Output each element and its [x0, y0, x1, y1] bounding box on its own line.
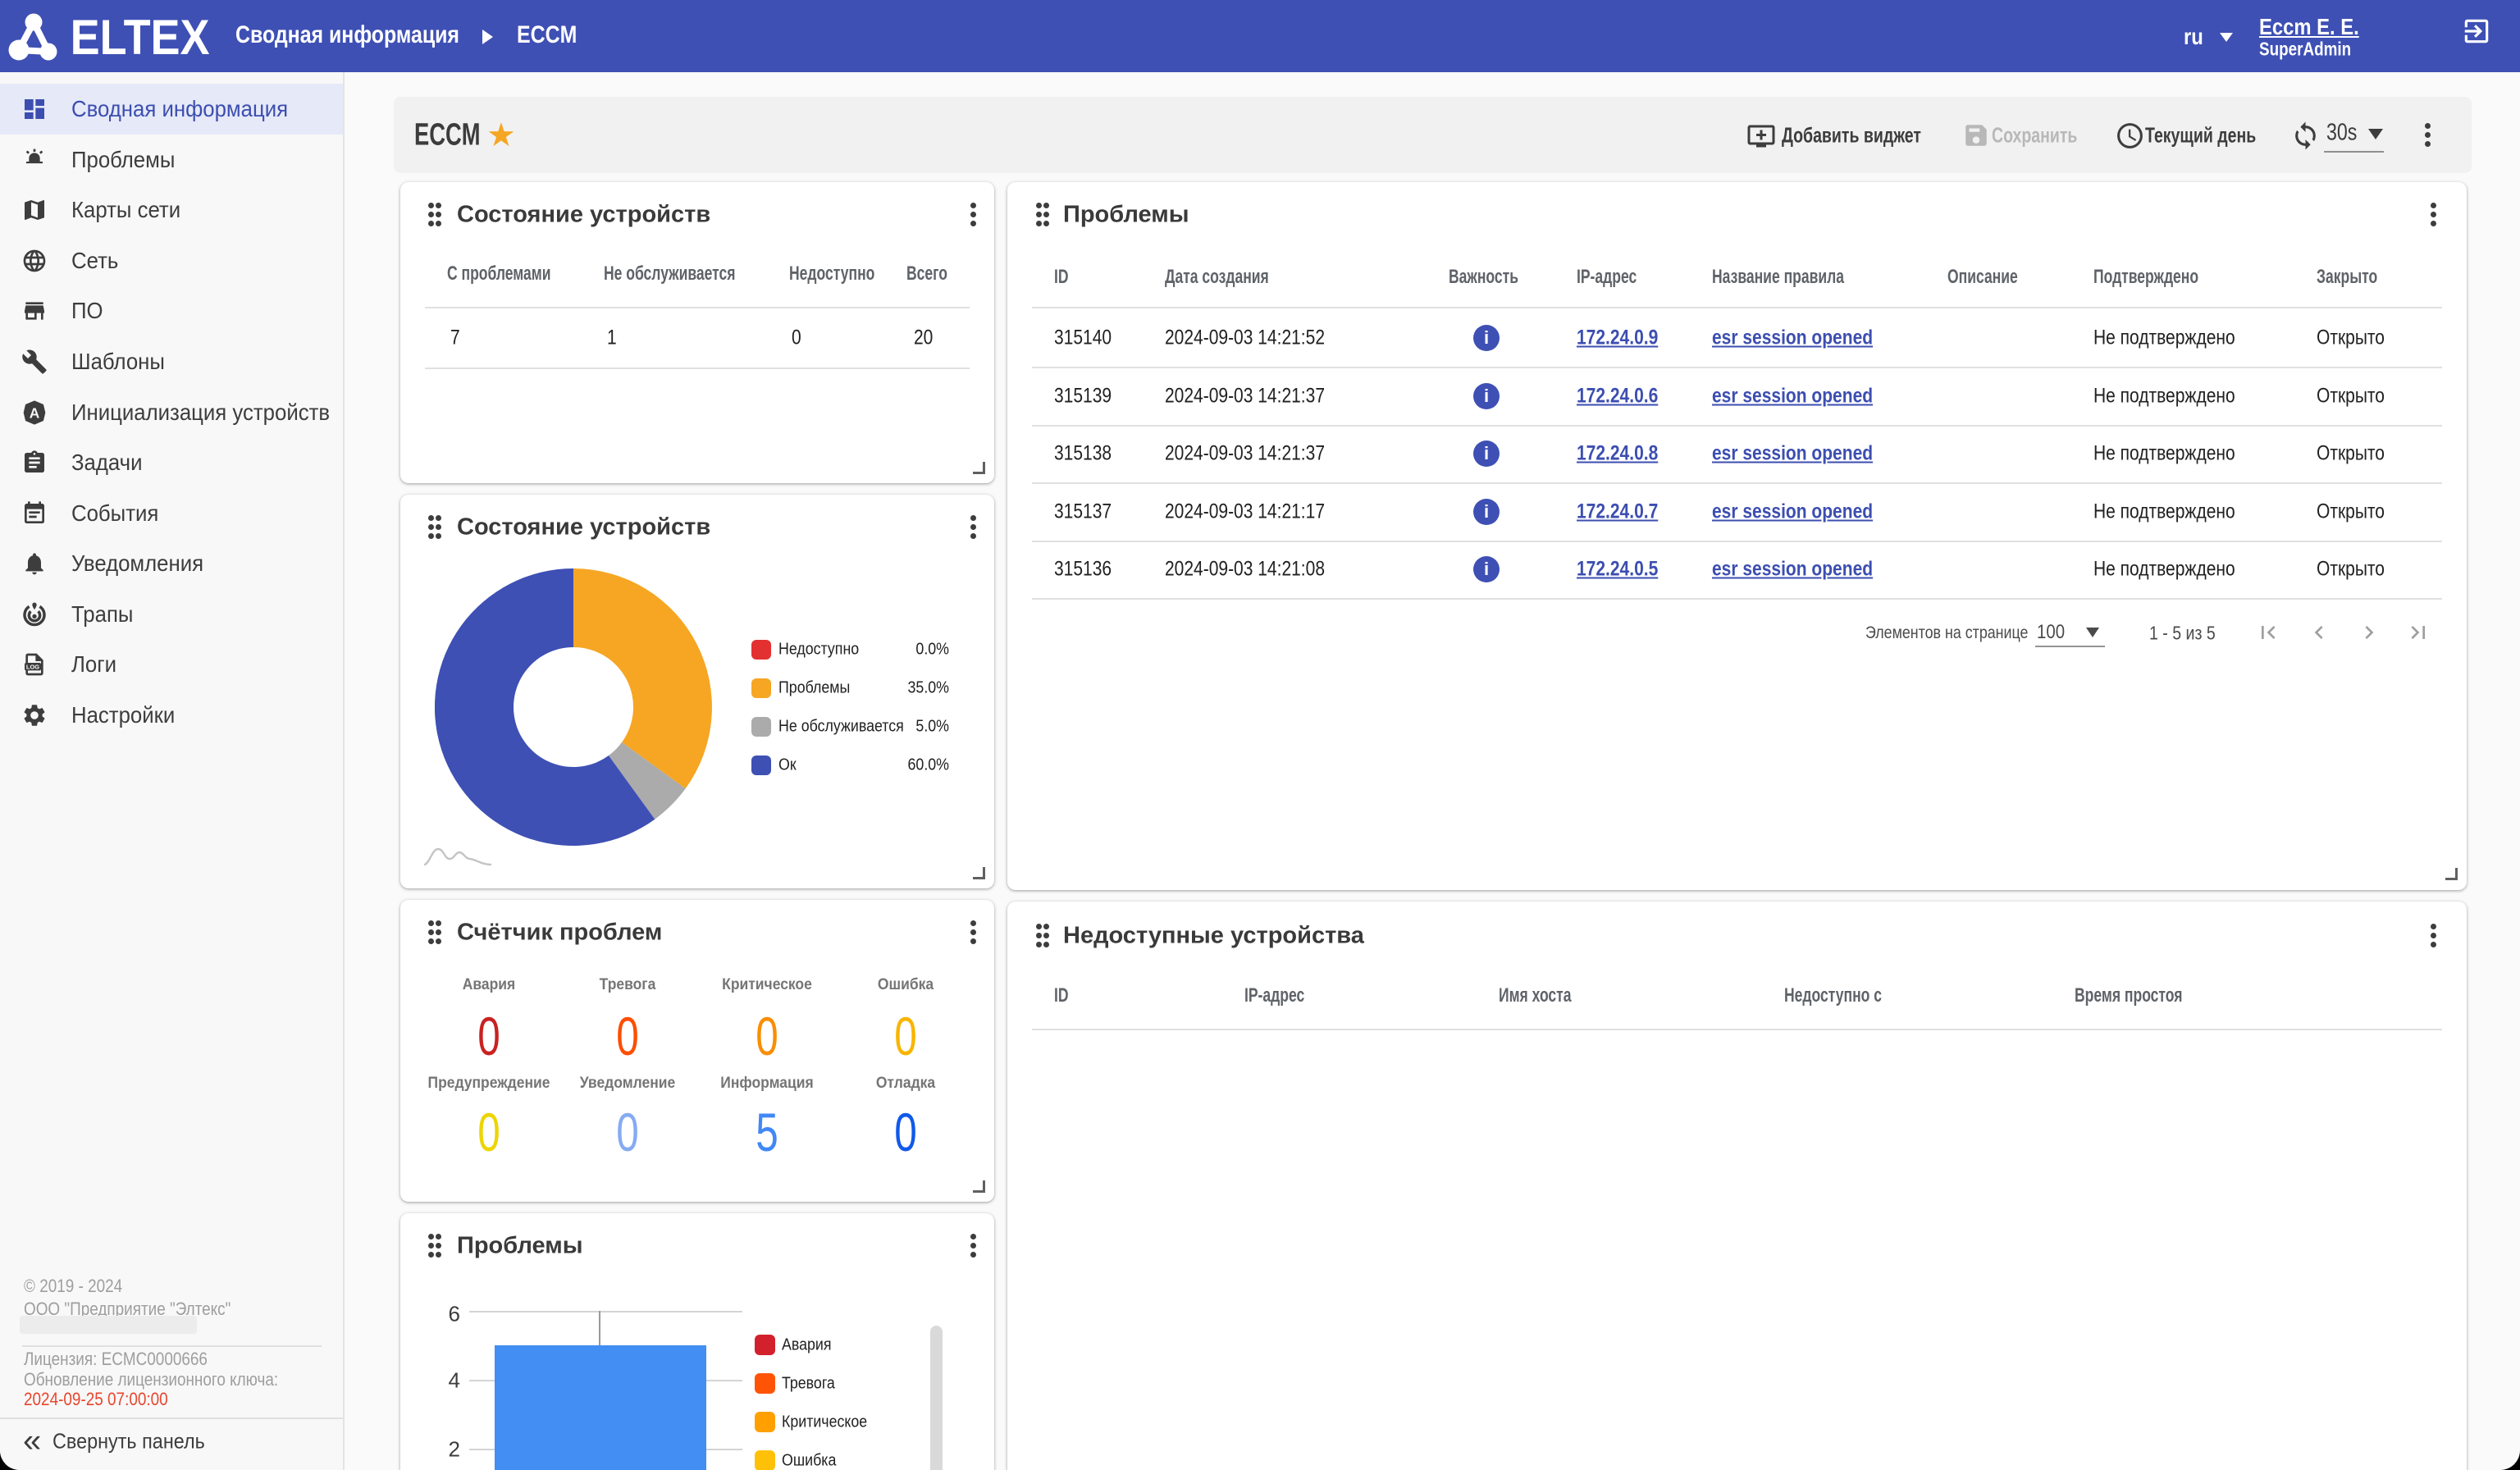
svg-text:ELTEX: ELTEX	[71, 10, 209, 62]
svg-text:LOG: LOG	[26, 664, 39, 671]
svg-text:A: A	[30, 405, 40, 422]
